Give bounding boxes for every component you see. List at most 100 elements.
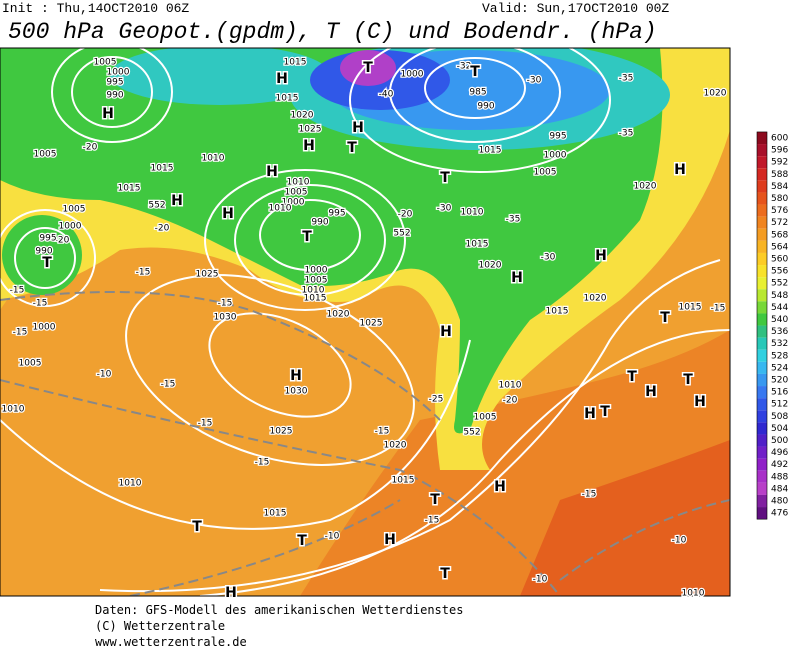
pressure-center: T xyxy=(430,492,440,508)
pressure-center: H xyxy=(384,532,396,548)
colorbar-swatch xyxy=(757,349,767,362)
contour-label: 1000 xyxy=(401,70,424,80)
contour-label: 1015 xyxy=(679,303,702,313)
colorbar-label: 524 xyxy=(771,363,788,373)
pressure-center: H xyxy=(440,324,452,340)
colorbar-label: 508 xyxy=(771,412,788,422)
pressure-center: H xyxy=(511,270,523,286)
pressure-center: H xyxy=(584,406,596,422)
pressure-center: H xyxy=(352,120,364,136)
contour-label: 1025 xyxy=(299,125,322,135)
contour-label: -15 xyxy=(198,419,213,429)
colorbar-label: 532 xyxy=(771,339,788,349)
colorbar-label: 540 xyxy=(771,315,788,325)
footer-line: (C) Wetterzentrale xyxy=(95,619,225,633)
pressure-center: T xyxy=(627,369,637,385)
contour-label: -20 xyxy=(155,224,170,234)
cyan-region xyxy=(110,48,330,105)
pressure-center: H xyxy=(595,248,607,264)
colorbar-label: 584 xyxy=(771,182,788,192)
pressure-center: T xyxy=(683,372,693,388)
colorbar-label: 476 xyxy=(771,509,788,519)
contour-label: 1020 xyxy=(584,294,607,304)
contour-label: 1010 xyxy=(682,589,705,599)
footer-line: Daten: GFS-Modell des amerikanischen Wet… xyxy=(95,603,463,617)
colorbar-swatch xyxy=(757,337,767,350)
colorbar-label: 512 xyxy=(771,400,788,410)
contour-label: 1005 xyxy=(94,58,117,68)
pressure-center: H xyxy=(645,384,657,400)
contour-label: -20 xyxy=(55,236,70,246)
contour-label: -35 xyxy=(506,215,521,225)
contour-label: 1020 xyxy=(479,261,502,271)
contour-label: -30 xyxy=(541,253,556,263)
pressure-center: H xyxy=(102,106,114,122)
colorbar-label: 576 xyxy=(771,206,788,216)
colorbar-frame xyxy=(756,131,768,520)
colorbar-swatch xyxy=(757,144,767,157)
colorbar-label: 516 xyxy=(771,388,788,398)
contour-label: -20 xyxy=(503,396,518,406)
contour-label: -15 xyxy=(711,304,726,314)
pressure-center: T xyxy=(42,255,52,271)
contour-label: 1010 xyxy=(119,479,142,489)
pressure-center: H xyxy=(494,479,506,495)
colorbar-label: 560 xyxy=(771,255,788,265)
colorbar-label: 496 xyxy=(771,448,788,458)
contour-label: 552 xyxy=(463,428,480,438)
contour-label: 985 xyxy=(469,88,486,98)
colorbar-swatch xyxy=(757,458,767,471)
colorbar-swatch xyxy=(757,434,767,447)
hot-region xyxy=(520,440,730,596)
contour-label: -15 xyxy=(375,427,390,437)
contour-label: 1015 xyxy=(479,146,502,156)
contour-label: 1005 xyxy=(19,359,42,369)
contour-label: 552 xyxy=(393,229,410,239)
contour-label: 995 xyxy=(106,78,123,88)
colorbar-swatch xyxy=(757,216,767,229)
contour-label: 1005 xyxy=(305,276,328,286)
contour-label: 1005 xyxy=(474,413,497,423)
footer-line: www.wetterzentrale.de xyxy=(95,635,247,648)
contour-label: 1015 xyxy=(304,294,327,304)
colorbar-label: 544 xyxy=(771,303,788,313)
contour-label: -35 xyxy=(619,129,634,139)
valid-time: Valid: Sun,17OCT2010 00Z xyxy=(482,1,669,16)
colorbar-swatch xyxy=(757,398,767,411)
pressure-center: H xyxy=(674,162,686,178)
colorbar-swatch xyxy=(757,313,767,326)
contour-label: 1000 xyxy=(305,266,328,276)
colorbar-swatch xyxy=(757,482,767,495)
colorbar-swatch xyxy=(757,301,767,314)
colorbar-swatch xyxy=(757,325,767,338)
colorbar-label: 520 xyxy=(771,376,788,386)
contour-label: -25 xyxy=(429,395,444,405)
pressure-center: H xyxy=(694,394,706,410)
colorbar-label: 552 xyxy=(771,279,788,289)
contour-label: 1020 xyxy=(384,441,407,451)
colorbar-label: 596 xyxy=(771,146,788,156)
pressure-center: T xyxy=(363,60,373,76)
contour-label: 990 xyxy=(35,247,52,257)
colorbar-label: 500 xyxy=(771,436,788,446)
contour-label: 1000 xyxy=(544,151,567,161)
colorbar-label: 568 xyxy=(771,230,788,240)
contour-label: 1015 xyxy=(392,476,415,486)
contour-label: 1005 xyxy=(285,188,308,198)
map xyxy=(0,48,730,596)
init-time: Init : Thu,14OCT2010 06Z xyxy=(2,1,189,16)
green-low xyxy=(2,215,82,295)
colorbar-swatch xyxy=(757,156,767,169)
contour-label: 1010 xyxy=(287,178,310,188)
contour-label: 1000 xyxy=(59,222,82,232)
colorbar-swatch xyxy=(757,168,767,181)
pressure-center: T xyxy=(347,140,357,156)
contour-label: 1015 xyxy=(118,184,141,194)
contour-label: 1020 xyxy=(634,182,657,192)
pressure-center: H xyxy=(303,138,315,154)
contour-label: -15 xyxy=(218,299,233,309)
contour-label: -20 xyxy=(83,143,98,153)
contour-label: -20 xyxy=(398,210,413,220)
